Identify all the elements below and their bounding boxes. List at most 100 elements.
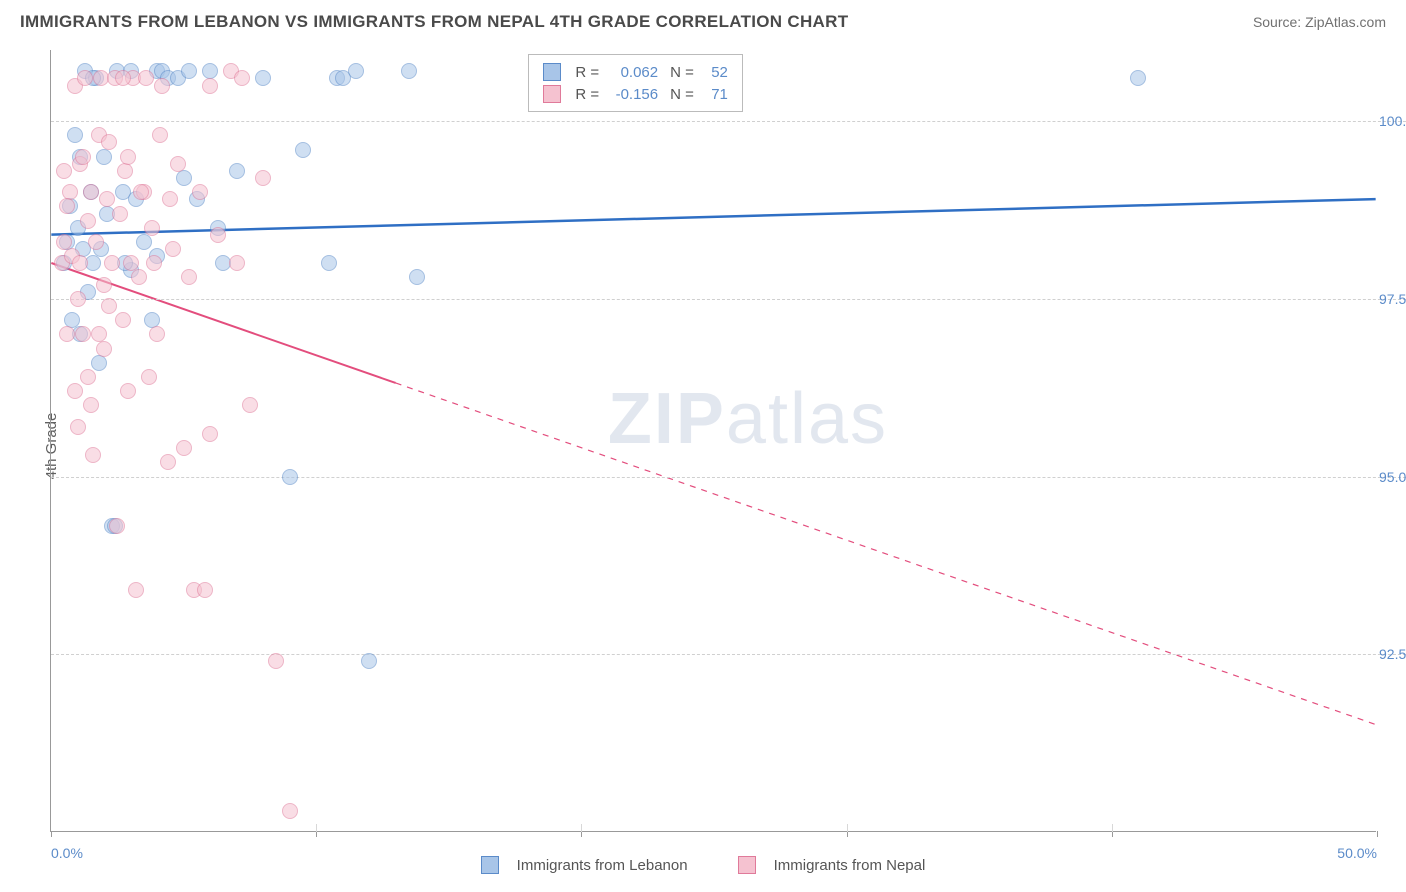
scatter-point [146, 255, 162, 271]
trend-line-solid [51, 199, 1375, 235]
scatter-point [67, 127, 83, 143]
scatter-point [229, 255, 245, 271]
scatter-point [56, 163, 72, 179]
watermark-bold: ZIP [608, 379, 726, 459]
y-tick-label: 97.5% [1379, 291, 1406, 307]
chart-header: IMMIGRANTS FROM LEBANON VS IMMIGRANTS FR… [0, 0, 1406, 40]
scatter-point [170, 156, 186, 172]
scatter-point [104, 255, 120, 271]
r-value: -0.156 [603, 86, 658, 103]
scatter-point [181, 269, 197, 285]
scatter-point [242, 397, 258, 413]
r-value: 0.062 [603, 64, 658, 81]
scatter-point [268, 653, 284, 669]
scatter-point [229, 163, 245, 179]
scatter-point [1130, 70, 1146, 86]
n-label: N = [670, 86, 694, 103]
scatter-point [59, 326, 75, 342]
scatter-point [88, 234, 104, 250]
scatter-point [70, 419, 86, 435]
scatter-point [401, 63, 417, 79]
n-value: 71 [698, 86, 728, 103]
legend-label: Immigrants from Lebanon [517, 857, 688, 874]
scatter-point [128, 582, 144, 598]
watermark: ZIPatlas [608, 378, 888, 460]
scatter-point [255, 170, 271, 186]
scatter-point [115, 312, 131, 328]
chart-title: IMMIGRANTS FROM LEBANON VS IMMIGRANTS FR… [20, 12, 848, 32]
scatter-point [96, 149, 112, 165]
gridline-h [51, 121, 1406, 122]
scatter-point [101, 134, 117, 150]
scatter-point [176, 170, 192, 186]
gridline-v [316, 824, 317, 832]
scatter-point [181, 63, 197, 79]
scatter-point [202, 78, 218, 94]
scatter-point [75, 149, 91, 165]
scatter-point [85, 447, 101, 463]
scatter-point [321, 255, 337, 271]
y-tick-label: 95.0% [1379, 469, 1406, 485]
scatter-point [101, 298, 117, 314]
r-label: R = [575, 86, 599, 103]
scatter-point [295, 142, 311, 158]
gridline-v [581, 824, 582, 832]
legend-swatch [481, 856, 499, 874]
scatter-point [282, 803, 298, 819]
scatter-point [234, 70, 250, 86]
scatter-point [165, 241, 181, 257]
gridline-v [1112, 824, 1113, 832]
scatter-point [133, 184, 149, 200]
scatter-point [120, 383, 136, 399]
scatter-point [361, 653, 377, 669]
bottom-legend: Immigrants from Lebanon Immigrants from N… [0, 856, 1406, 874]
legend-swatch [543, 63, 561, 81]
scatter-point [120, 149, 136, 165]
legend-item: Immigrants from Nepal [738, 856, 926, 874]
legend-stats-box: R =0.062 N =52 R =-0.156 N =71 [528, 54, 743, 112]
scatter-point [138, 70, 154, 86]
r-label: R = [575, 64, 599, 81]
scatter-point [141, 369, 157, 385]
y-tick-label: 92.5% [1379, 646, 1406, 662]
x-tick-mark [51, 831, 52, 837]
n-value: 52 [698, 64, 728, 81]
gridline-v [847, 824, 848, 832]
scatter-point [80, 369, 96, 385]
scatter-point [162, 191, 178, 207]
scatter-point [152, 127, 168, 143]
scatter-point [160, 454, 176, 470]
scatter-point [83, 397, 99, 413]
scatter-point [202, 426, 218, 442]
scatter-chart: ZIPatlas R =0.062N =52R =-0.156N =71 92.… [50, 50, 1376, 832]
legend-item: Immigrants from Lebanon [481, 856, 688, 874]
legend-swatch [543, 85, 561, 103]
scatter-point [192, 184, 208, 200]
gridline-h [51, 299, 1406, 300]
gridline-h [51, 654, 1406, 655]
scatter-point [112, 206, 128, 222]
scatter-point [59, 198, 75, 214]
y-tick-label: 100.0% [1379, 113, 1406, 129]
scatter-point [282, 469, 298, 485]
scatter-point [83, 184, 99, 200]
scatter-point [131, 269, 147, 285]
legend-stats-row: R =0.062 N =52 [543, 61, 728, 83]
scatter-point [80, 213, 96, 229]
n-label: N = [670, 64, 694, 81]
scatter-point [72, 255, 88, 271]
trend-lines-layer [51, 50, 1376, 831]
scatter-point [117, 163, 133, 179]
legend-swatch [738, 856, 756, 874]
gridline-h [51, 477, 1406, 478]
scatter-point [144, 220, 160, 236]
scatter-point [176, 440, 192, 456]
scatter-point [210, 227, 226, 243]
source-value: ZipAtlas.com [1305, 14, 1386, 30]
scatter-point [67, 383, 83, 399]
scatter-point [348, 63, 364, 79]
scatter-point [149, 326, 165, 342]
scatter-point [115, 70, 131, 86]
watermark-light: atlas [726, 379, 888, 459]
scatter-point [96, 341, 112, 357]
